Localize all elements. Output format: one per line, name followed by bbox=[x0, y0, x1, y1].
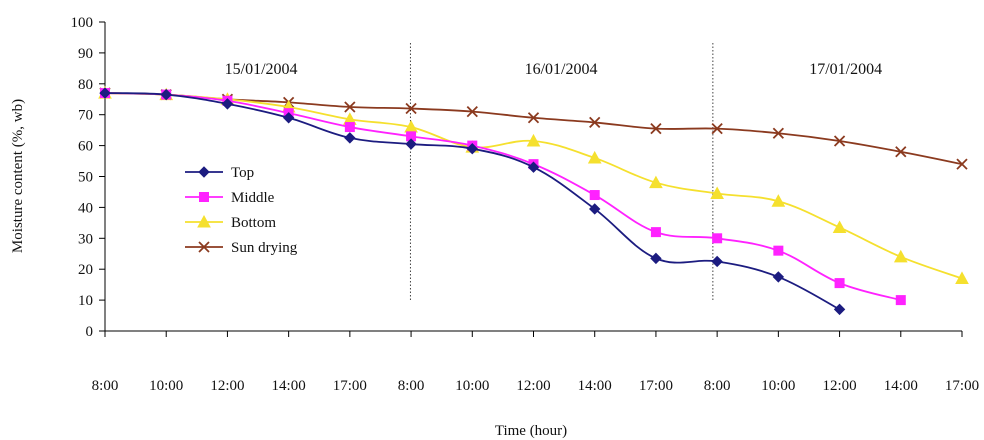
x-tick-labels: 8:00 10:00 12:00 14:00 17:00 8:00 10:00 12:00 14… bbox=[92, 378, 979, 394]
period-label: 15/01/2004 bbox=[225, 61, 298, 78]
y-tick-label: 10 bbox=[78, 293, 93, 309]
legend-marker bbox=[198, 166, 210, 178]
x-tick-label: 17:00 bbox=[945, 378, 979, 394]
x-tick-label: 14:00 bbox=[272, 378, 306, 394]
y-tick-label: 70 bbox=[78, 108, 93, 124]
legend-label: Sun drying bbox=[231, 240, 298, 256]
y-axis-title: Moisture content (%, wb) bbox=[10, 99, 26, 253]
data-point-sun-drying bbox=[956, 158, 968, 170]
x-tick-label: 12:00 bbox=[210, 378, 244, 394]
data-point-top bbox=[221, 98, 234, 110]
data-point-middle bbox=[712, 233, 723, 244]
y-tick-label: 20 bbox=[78, 262, 93, 278]
data-point-sun-drying bbox=[772, 127, 784, 139]
x-tick-label: 14:00 bbox=[578, 378, 612, 394]
x-tick-label: 10:00 bbox=[149, 378, 183, 394]
data-point-sun-drying bbox=[711, 122, 723, 135]
data-point-top bbox=[527, 161, 540, 173]
data-point-sun-drying bbox=[895, 146, 907, 158]
x-tick-label: 12:00 bbox=[516, 378, 550, 394]
data-point-bottom bbox=[710, 186, 724, 199]
y-tick-label: 80 bbox=[78, 77, 93, 93]
data-point-middle bbox=[344, 122, 355, 133]
legend-label: Middle bbox=[231, 190, 275, 206]
period-label: 16/01/2004 bbox=[525, 61, 598, 78]
x-tick-label: 10:00 bbox=[455, 378, 489, 394]
series-line-middle bbox=[104, 92, 902, 301]
data-point-bottom bbox=[649, 175, 663, 189]
data-point-middle bbox=[589, 190, 600, 201]
y-tick-label: 0 bbox=[86, 324, 94, 340]
series bbox=[98, 86, 969, 316]
x-tick-label: 8:00 bbox=[704, 378, 731, 394]
data-point-top bbox=[344, 132, 356, 144]
x-tick-label: 12:00 bbox=[822, 378, 856, 394]
y-tick-labels: 0 10 20 30 40 50 60 70 80 90 100 bbox=[71, 15, 94, 340]
legend-item-middle: Middle bbox=[185, 190, 275, 206]
data-point-top bbox=[160, 88, 172, 101]
legend-item-top: Top bbox=[185, 165, 254, 181]
data-point-middle bbox=[895, 295, 906, 306]
legend-label: Bottom bbox=[231, 215, 276, 231]
data-point-top bbox=[772, 271, 785, 283]
period-label: 17/01/2004 bbox=[809, 61, 882, 78]
x-tick-label: 17:00 bbox=[333, 378, 367, 394]
data-point-sun-drying bbox=[527, 112, 540, 124]
x-tick-label: 10:00 bbox=[761, 378, 795, 394]
x-axis-title: Time (hour) bbox=[495, 423, 567, 439]
series-top bbox=[99, 87, 846, 316]
y-tick-label: 40 bbox=[78, 200, 93, 216]
x-tick-label: 8:00 bbox=[398, 378, 425, 394]
series-line-top bbox=[104, 92, 840, 311]
legend-item-sun-drying: Sun drying bbox=[185, 240, 298, 256]
data-point-sun-drying bbox=[833, 135, 846, 147]
axes bbox=[99, 21, 963, 337]
legend-marker bbox=[197, 214, 211, 228]
period-dividers: 15/01/2004 16/01/2004 17/01/2004 bbox=[225, 43, 882, 301]
data-point-bottom bbox=[771, 194, 786, 207]
data-point-middle bbox=[834, 278, 845, 289]
y-tick-label: 30 bbox=[78, 231, 93, 247]
data-point-sun-drying bbox=[344, 101, 356, 113]
legend: Top Middle Bottom Sun drying bbox=[185, 165, 298, 256]
x-tick-label: 8:00 bbox=[92, 378, 119, 394]
data-point-top bbox=[99, 87, 111, 99]
data-point-bottom bbox=[955, 271, 969, 284]
legend-label: Top bbox=[231, 165, 254, 181]
data-point-bottom bbox=[832, 220, 847, 233]
data-point-sun-drying bbox=[589, 116, 601, 129]
legend-item-bottom: Bottom bbox=[185, 214, 276, 231]
data-point-middle bbox=[650, 227, 661, 238]
y-tick-label: 50 bbox=[78, 170, 93, 186]
data-point-top bbox=[589, 203, 601, 215]
data-point-top bbox=[650, 252, 662, 265]
data-point-bottom bbox=[893, 249, 908, 263]
y-tick-label: 100 bbox=[71, 15, 94, 31]
data-point-top bbox=[833, 303, 846, 316]
data-point-bottom bbox=[526, 133, 541, 147]
legend-marker bbox=[198, 241, 210, 253]
legend-marker bbox=[199, 192, 209, 202]
data-point-sun-drying bbox=[466, 105, 478, 118]
y-tick-label: 60 bbox=[78, 139, 93, 155]
data-point-sun-drying bbox=[405, 102, 417, 115]
data-point-middle bbox=[773, 245, 784, 256]
data-point-sun-drying bbox=[650, 122, 662, 135]
x-tick-label: 14:00 bbox=[884, 378, 918, 394]
data-point-bottom bbox=[587, 150, 602, 164]
data-point-top bbox=[405, 138, 417, 150]
x-tick-label: 17:00 bbox=[639, 378, 673, 394]
data-point-top bbox=[282, 112, 295, 124]
y-tick-label: 90 bbox=[78, 46, 93, 62]
data-point-top bbox=[711, 255, 723, 268]
data-point-top bbox=[466, 142, 478, 155]
